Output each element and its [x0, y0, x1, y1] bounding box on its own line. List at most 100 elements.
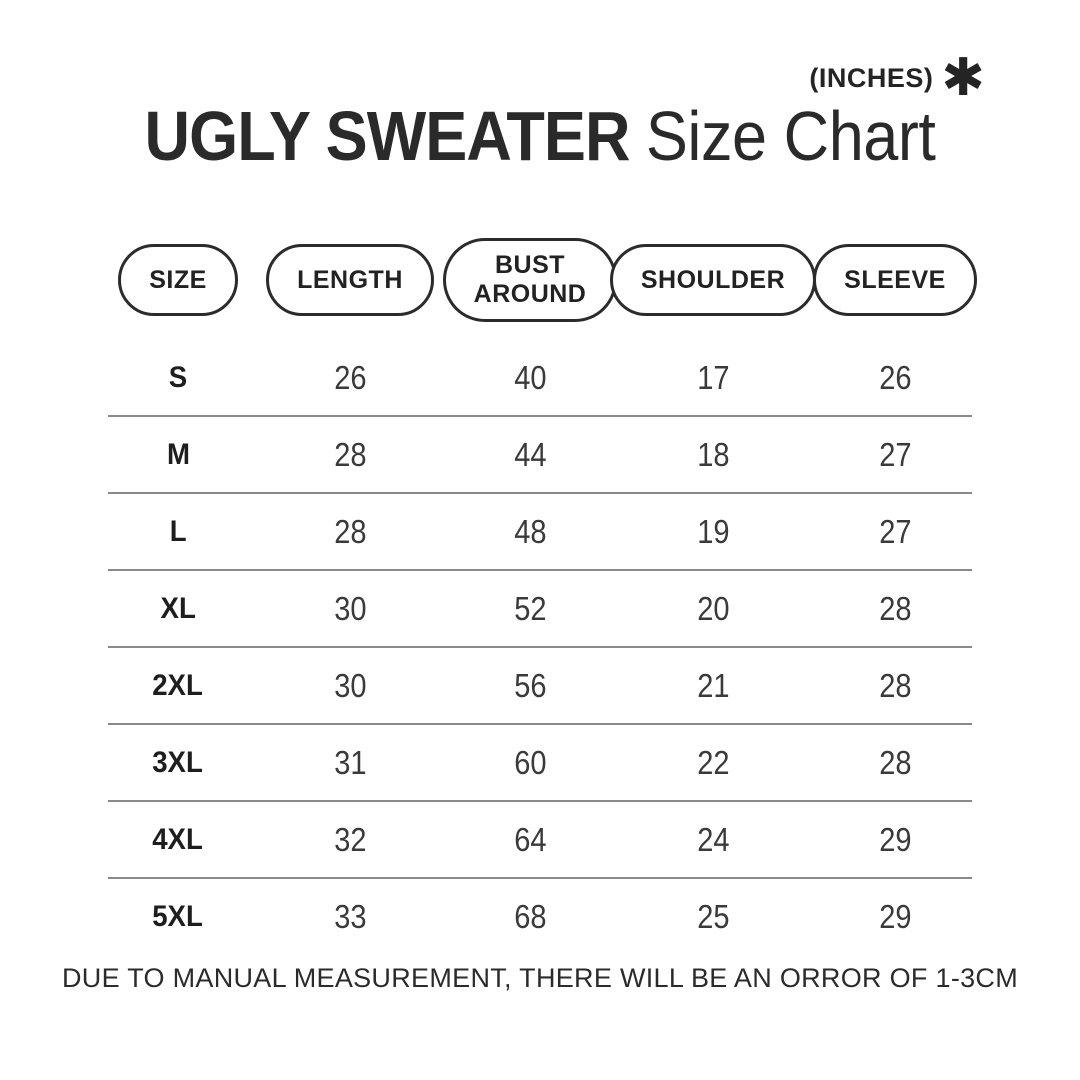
column-header-bust-around: BUST AROUND: [442, 238, 618, 322]
size-cell: 2XL: [108, 669, 248, 703]
asterisk-icon: ✱: [941, 49, 985, 107]
sleeve-value: 28: [878, 743, 912, 781]
shoulder-value: 19: [696, 512, 730, 550]
length-value: 30: [333, 589, 367, 627]
bust-cell: 64: [452, 821, 608, 859]
length-value: 30: [333, 666, 367, 704]
shoulder-value: 22: [696, 743, 730, 781]
length-cell: 28: [248, 436, 452, 474]
measurement-note: DUE TO MANUAL MEASUREMENT, THERE WILL BE…: [61, 963, 1019, 993]
bust-cell: 68: [452, 898, 608, 936]
column-header-shoulder: SHOULDER: [609, 244, 817, 316]
size-label: L: [169, 514, 187, 548]
sleeve-value: 26: [878, 358, 912, 396]
size-label: M: [166, 437, 190, 471]
units-indicator: (INCHES) ✱: [809, 52, 985, 104]
length-cell: 30: [248, 667, 452, 705]
page-title-product: UGLY SWEATER: [144, 97, 631, 175]
column-header-sleeve: SLEEVE: [813, 244, 977, 316]
length-cell: 28: [248, 513, 452, 551]
sleeve-cell: 26: [818, 359, 972, 397]
size-label: 5XL: [152, 899, 204, 933]
shoulder-cell: 17: [608, 359, 818, 397]
bust-cell: 52: [452, 590, 608, 628]
shoulder-cell: 21: [608, 667, 818, 705]
shoulder-cell: 18: [608, 436, 818, 474]
table-row: XL 30 52 20 28: [108, 569, 972, 646]
size-cell: 4XL: [108, 823, 248, 857]
length-value: 31: [333, 743, 367, 781]
shoulder-cell: 25: [608, 898, 818, 936]
bust-cell: 56: [452, 667, 608, 705]
bust-cell: 60: [452, 744, 608, 782]
column-header-length: LENGTH: [266, 244, 434, 316]
size-label: XL: [160, 591, 196, 625]
sleeve-cell: 28: [818, 667, 972, 705]
bust-value: 64: [513, 820, 547, 858]
table-row: L 28 48 19 27: [108, 492, 972, 569]
size-cell: 5XL: [108, 900, 248, 934]
bust-value: 60: [513, 743, 547, 781]
bust-value: 48: [513, 512, 547, 550]
size-cell: 3XL: [108, 746, 248, 780]
sleeve-value: 27: [878, 512, 912, 550]
sleeve-value: 28: [878, 666, 912, 704]
bust-cell: 40: [452, 359, 608, 397]
table-row: 5XL 33 68 25 29: [108, 877, 972, 954]
length-cell: 31: [248, 744, 452, 782]
size-cell: XL: [108, 592, 248, 626]
column-header-row: SIZE LENGTH BUST AROUND SHOULDER SLEEVE: [108, 236, 977, 324]
bust-value: 40: [513, 358, 547, 396]
sleeve-cell: 27: [818, 436, 972, 474]
shoulder-value: 21: [696, 666, 730, 704]
sleeve-cell: 29: [818, 898, 972, 936]
length-cell: 33: [248, 898, 452, 936]
length-value: 32: [333, 820, 367, 858]
shoulder-value: 18: [696, 435, 730, 473]
sleeve-cell: 28: [818, 744, 972, 782]
length-cell: 30: [248, 590, 452, 628]
size-cell: M: [108, 438, 248, 472]
shoulder-cell: 19: [608, 513, 818, 551]
shoulder-value: 25: [696, 897, 730, 935]
length-cell: 26: [248, 359, 452, 397]
units-label: (INCHES): [809, 62, 934, 93]
size-label: 3XL: [152, 745, 204, 779]
length-value: 28: [333, 435, 367, 473]
length-value: 33: [333, 897, 367, 935]
bust-value: 68: [513, 897, 547, 935]
page-title-suffix: Size Chart: [645, 97, 936, 175]
shoulder-cell: 22: [608, 744, 818, 782]
table-row: 2XL 30 56 21 28: [108, 646, 972, 723]
sleeve-value: 27: [878, 435, 912, 473]
sleeve-value: 29: [878, 820, 912, 858]
sleeve-cell: 27: [818, 513, 972, 551]
bust-value: 52: [513, 589, 547, 627]
table-row: M 28 44 18 27: [108, 415, 972, 492]
table-row: 4XL 32 64 24 29: [108, 800, 972, 877]
shoulder-value: 20: [696, 589, 730, 627]
bust-value: 44: [513, 435, 547, 473]
size-label: S: [168, 360, 188, 394]
bust-value: 56: [513, 666, 547, 704]
bust-cell: 44: [452, 436, 608, 474]
page-title: UGLY SWEATER Size Chart: [54, 101, 1026, 171]
sleeve-value: 29: [878, 897, 912, 935]
shoulder-cell: 24: [608, 821, 818, 859]
shoulder-value: 17: [696, 358, 730, 396]
length-value: 28: [333, 512, 367, 550]
table-row: S 26 40 17 26: [108, 340, 972, 415]
length-cell: 32: [248, 821, 452, 859]
size-table: S 26 40 17 26 M 28 44 18 27 L 28 48 19 27 XL 30 52 20 28 2XL…: [108, 340, 972, 954]
shoulder-cell: 20: [608, 590, 818, 628]
size-label: 4XL: [152, 822, 204, 856]
column-header-size: SIZE: [118, 244, 238, 316]
sleeve-value: 28: [878, 589, 912, 627]
size-cell: S: [108, 361, 248, 395]
shoulder-value: 24: [696, 820, 730, 858]
sleeve-cell: 28: [818, 590, 972, 628]
table-row: 3XL 31 60 22 28: [108, 723, 972, 800]
size-label: 2XL: [152, 668, 204, 702]
size-cell: L: [108, 515, 248, 549]
